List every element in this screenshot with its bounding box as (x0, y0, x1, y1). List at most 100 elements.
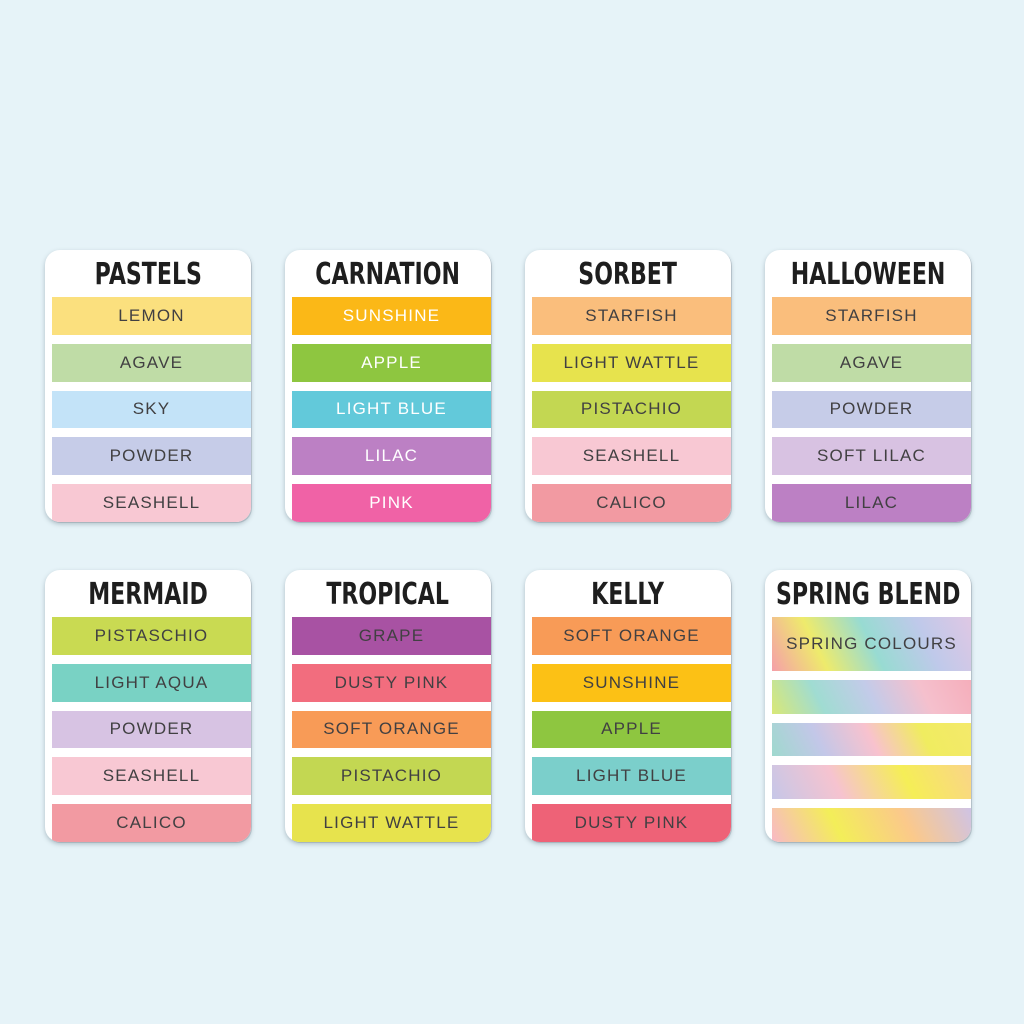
card-title: PASTELS (94, 256, 202, 291)
palette-card-kelly: KELLY SOFT ORANGE SUNSHINE APPLE LIGHT BLUE D… (525, 570, 731, 842)
card-swatch-list: STARFISH LIGHT WATTLE PISTACHIO SEASHELL CAL… (525, 297, 731, 522)
swatch-light-wattle: LIGHT WATTLE (532, 343, 731, 382)
swatch-apple: APPLE (292, 343, 491, 382)
swatch-label: LIGHT BLUE (336, 399, 447, 419)
swatch-light-blue: LIGHT BLUE (532, 757, 731, 796)
swatch-dusty-pink: DUSTY PINK (292, 663, 491, 702)
card-header: HALLOWEEN (765, 250, 971, 297)
swatch-pink: PINK (292, 484, 491, 522)
swatch-lilac: LILAC (772, 484, 971, 522)
card-swatch-list: PISTASCHIO LIGHT AQUA POWDER SEASHELL CALICO (45, 617, 251, 842)
swatch-seashell: SEASHELL (532, 437, 731, 476)
swatch-pistachio: PISTACHIO (292, 757, 491, 796)
swatch-label: CALICO (596, 493, 667, 513)
swatch-sunshine: SUNSHINE (292, 297, 491, 335)
swatch-label: POWDER (109, 446, 194, 466)
swatch-soft-orange: SOFT ORANGE (292, 710, 491, 749)
card-swatch-list: GRAPE DUSTY PINK SOFT ORANGE PISTACHIO LIGHT… (285, 617, 491, 842)
card-swatch-list: SOFT ORANGE SUNSHINE APPLE LIGHT BLUE DUSTY … (525, 617, 731, 842)
swatch-label: STARFISH (825, 305, 918, 325)
swatch-lilac: LILAC (292, 437, 491, 476)
swatch-label: LIGHT WATTLE (563, 352, 700, 372)
card-title: KELLY (591, 576, 665, 611)
swatch-powder: POWDER (772, 390, 971, 429)
swatch-grape: GRAPE (292, 617, 491, 655)
card-header: SORBET (525, 250, 731, 297)
palette-card-tropical: TROPICAL GRAPE DUSTY PINK SOFT ORANGE PISTAC… (285, 570, 491, 842)
swatch-label: SOFT ORANGE (323, 719, 460, 739)
swatch-lemon: LEMON (52, 297, 251, 335)
palette-card-pastels: PASTELS LEMON AGAVE SKY POWDER SEASHELL (45, 250, 251, 522)
card-header: CARNATION (285, 250, 491, 297)
palette-card-halloween: HALLOWEEN STARFISH AGAVE POWDER SOFT LILAC LI… (765, 250, 971, 522)
palette-card-mermaid: MERMAID PISTASCHIO LIGHT AQUA POWDER SEASHEL… (45, 570, 251, 842)
swatch-label: AGAVE (839, 352, 904, 372)
swatch-gradient (772, 765, 971, 800)
swatch-seashell: SEASHELL (52, 757, 251, 796)
swatch-label: SKY (132, 399, 171, 419)
card-swatch-list: SUNSHINE APPLE LIGHT BLUE LILAC PINK (285, 297, 491, 522)
swatch-label: PINK (369, 493, 414, 513)
card-header: TROPICAL (285, 570, 491, 617)
swatch-label: DUSTY PINK (574, 813, 689, 833)
swatch-light-aqua: LIGHT AQUA (52, 663, 251, 702)
swatch-label: LILAC (844, 493, 899, 513)
card-title: MERMAID (88, 576, 208, 611)
swatch-calico: CALICO (532, 484, 731, 522)
swatch-powder: POWDER (52, 437, 251, 476)
swatch-label: SEASHELL (582, 446, 681, 466)
palette-grid: PASTELS LEMON AGAVE SKY POWDER SEASHELL CARNAT… (45, 250, 971, 842)
swatch-gradient (772, 722, 971, 757)
swatch-powder: POWDER (52, 710, 251, 749)
swatch-pistachio: PISTACHIO (532, 390, 731, 429)
swatch-label: LIGHT BLUE (576, 766, 687, 786)
swatch-calico: CALICO (52, 804, 251, 842)
swatch-label: LEMON (118, 305, 185, 325)
card-swatch-list: SPRING COLOURS (765, 617, 971, 842)
swatch-label: SOFT LILAC (817, 446, 926, 466)
card-title: SPRING BLEND (775, 576, 961, 611)
card-swatch-list: LEMON AGAVE SKY POWDER SEASHELL (45, 297, 251, 522)
card-header: MERMAID (45, 570, 251, 617)
swatch-apple: APPLE (532, 710, 731, 749)
swatch-pistaschio: PISTASCHIO (52, 617, 251, 655)
card-header: SPRING BLEND (765, 570, 971, 617)
swatch-label: LIGHT AQUA (94, 672, 209, 692)
swatch-light-blue: LIGHT BLUE (292, 390, 491, 429)
swatch-soft-lilac: SOFT LILAC (772, 437, 971, 476)
swatch-label: SUNSHINE (342, 305, 441, 325)
swatch-label: PISTACHIO (580, 399, 683, 419)
card-title: TROPICAL (326, 576, 450, 611)
swatch-label: LILAC (364, 446, 419, 466)
swatch-spring-colours: SPRING COLOURS (772, 617, 971, 671)
card-header: KELLY (525, 570, 731, 617)
swatch-label: PISTACHIO (340, 766, 443, 786)
swatch-label: SEASHELL (102, 493, 201, 513)
swatch-label: AGAVE (119, 352, 184, 372)
swatch-starfish: STARFISH (532, 297, 731, 335)
palette-card-carnation: CARNATION SUNSHINE APPLE LIGHT BLUE LILAC PIN… (285, 250, 491, 522)
swatch-label: POWDER (109, 719, 194, 739)
swatch-label: CALICO (116, 813, 187, 833)
swatch-label: SEASHELL (102, 766, 201, 786)
swatch-label: LIGHT WATTLE (323, 813, 460, 833)
palette-card-spring-blend: SPRING BLEND SPRING COLOURS (765, 570, 971, 842)
swatch-light-wattle: LIGHT WATTLE (292, 804, 491, 842)
swatch-label: SPRING COLOURS (786, 633, 957, 653)
swatch-starfish: STARFISH (772, 297, 971, 335)
card-title: CARNATION (315, 256, 461, 291)
swatch-seashell: SEASHELL (52, 484, 251, 522)
card-swatch-list: STARFISH AGAVE POWDER SOFT LILAC LILAC (765, 297, 971, 522)
swatch-agave: AGAVE (772, 343, 971, 382)
card-header: PASTELS (45, 250, 251, 297)
swatch-label: POWDER (829, 399, 914, 419)
palette-card-sorbet: SORBET STARFISH LIGHT WATTLE PISTACHIO SEASH… (525, 250, 731, 522)
card-title: SORBET (578, 256, 678, 291)
swatch-label: PISTASCHIO (94, 625, 209, 645)
swatch-label: SOFT ORANGE (563, 625, 700, 645)
swatch-label: DUSTY PINK (334, 672, 449, 692)
swatch-gradient (772, 679, 971, 714)
swatch-label: GRAPE (358, 625, 425, 645)
swatch-label: SUNSHINE (582, 672, 681, 692)
